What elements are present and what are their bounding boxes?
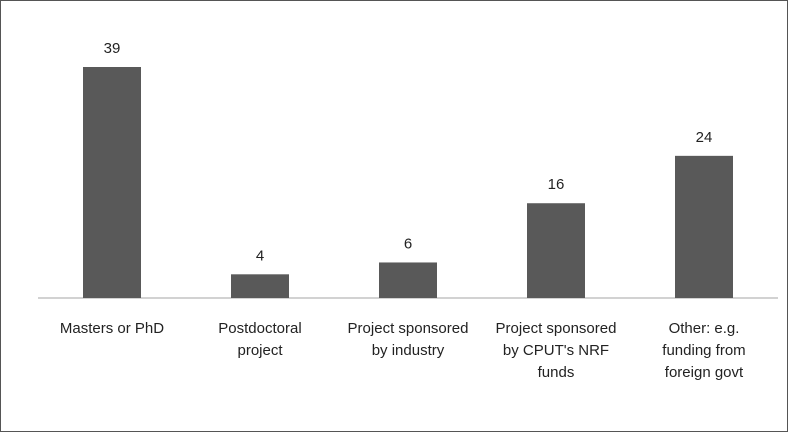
bar <box>83 67 141 298</box>
value-label: 16 <box>548 176 565 193</box>
value-label: 4 <box>256 247 264 264</box>
value-label: 39 <box>104 40 121 57</box>
bar <box>231 274 289 298</box>
value-label: 6 <box>404 235 412 252</box>
x-tick-label: Masters or PhD <box>59 320 165 337</box>
bar <box>675 155 733 298</box>
bar <box>527 203 585 298</box>
x-tick-label: Project sponsored by industry <box>347 320 469 359</box>
x-tick-label: Project sponsored by CPUT's NRF funds <box>495 320 617 381</box>
x-tick-label: Postdoctoral project <box>218 320 302 359</box>
value-label: 24 <box>696 129 713 146</box>
x-tick-label: Other: e.g. funding from foreign govt <box>662 320 746 381</box>
bar <box>379 262 437 298</box>
